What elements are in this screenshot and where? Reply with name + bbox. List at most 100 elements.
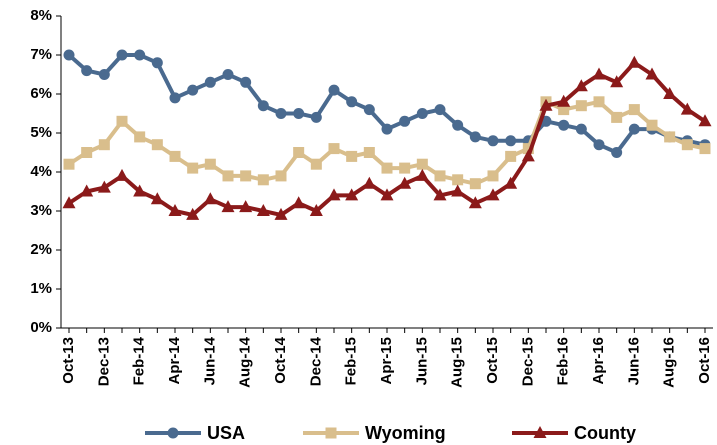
data-point — [627, 55, 641, 68]
data-point — [150, 192, 164, 205]
data-point — [221, 200, 235, 213]
data-point — [522, 143, 534, 155]
x-tick-label: Jun-14 — [201, 336, 218, 385]
data-point — [97, 180, 111, 193]
data-point — [399, 162, 411, 174]
data-point — [539, 98, 553, 111]
data-point — [204, 158, 216, 170]
data-point — [434, 170, 446, 182]
x-tick-label: Aug-16 — [661, 337, 678, 388]
data-point — [169, 92, 181, 104]
data-point — [257, 174, 269, 186]
data-point — [310, 111, 322, 123]
data-point — [203, 192, 217, 205]
data-point — [115, 168, 129, 181]
data-point — [575, 123, 587, 135]
data-point — [592, 67, 606, 80]
data-point — [169, 150, 181, 162]
legend-marker — [325, 427, 337, 439]
data-point — [610, 75, 624, 88]
x-tick-label: Apr-15 — [378, 337, 395, 385]
data-point — [575, 100, 587, 112]
y-tick-label: 0% — [30, 319, 52, 336]
data-point — [487, 170, 499, 182]
data-point — [222, 170, 234, 182]
legend-marker — [167, 427, 179, 439]
x-tick-label: Jun-15 — [413, 337, 430, 385]
data-point — [187, 84, 199, 96]
data-point — [328, 84, 340, 96]
data-point — [63, 49, 75, 61]
data-point — [274, 207, 288, 220]
data-point — [504, 176, 518, 189]
data-point — [698, 114, 712, 127]
data-point — [98, 139, 110, 151]
y-tick-label: 2% — [30, 241, 52, 258]
data-point — [346, 96, 358, 108]
data-point — [469, 131, 481, 143]
data-point — [257, 100, 269, 112]
data-point — [81, 147, 93, 158]
x-tick-label: Apr-16 — [590, 337, 607, 385]
data-point — [452, 119, 464, 131]
data-point — [134, 131, 146, 143]
data-point — [151, 139, 163, 151]
data-point — [416, 158, 428, 170]
data-point — [416, 108, 428, 119]
data-point — [116, 115, 128, 127]
x-tick-label: Oct-14 — [272, 336, 289, 383]
x-tick-label: Feb-15 — [343, 337, 360, 385]
data-point — [680, 102, 694, 115]
x-tick-label: Dec-15 — [519, 337, 536, 386]
series-line — [67, 53, 706, 155]
data-point — [168, 204, 182, 216]
y-tick-label: 4% — [30, 163, 52, 180]
data-point — [398, 176, 412, 189]
data-point — [80, 184, 94, 197]
data-point — [611, 147, 623, 158]
data-point — [62, 196, 76, 209]
data-point — [81, 65, 93, 77]
data-point — [505, 135, 517, 147]
data-point — [328, 143, 340, 155]
y-tick-label: 1% — [30, 280, 52, 297]
data-point — [646, 119, 658, 131]
x-tick-label: Oct-15 — [484, 337, 501, 384]
data-point — [521, 149, 535, 162]
data-point — [275, 170, 287, 182]
legend-marker — [533, 426, 547, 438]
data-point — [133, 184, 147, 197]
data-point — [239, 200, 253, 213]
data-point — [151, 57, 163, 69]
x-tick-label: Aug-15 — [449, 337, 466, 388]
x-tick-label: Aug-14 — [237, 336, 254, 387]
data-point — [310, 158, 322, 170]
y-tick-label: 5% — [30, 124, 52, 141]
data-point — [433, 188, 447, 201]
data-point — [293, 108, 305, 119]
legend-label: Wyoming — [365, 423, 446, 443]
data-point — [186, 207, 200, 220]
y-tick-label: 6% — [30, 85, 52, 102]
x-tick-label: Dec-14 — [307, 336, 324, 386]
data-point — [116, 49, 128, 61]
data-point — [468, 196, 482, 209]
data-point — [292, 196, 306, 209]
data-point — [187, 162, 199, 174]
data-point — [505, 150, 517, 162]
data-point — [256, 204, 270, 216]
data-point — [380, 188, 394, 201]
data-point — [681, 139, 693, 151]
legend-label: USA — [207, 423, 245, 443]
y-tick-label: 8% — [30, 7, 52, 24]
data-point — [346, 150, 358, 162]
data-point — [345, 188, 359, 201]
x-tick-label: Apr-14 — [166, 336, 183, 384]
data-point — [134, 49, 146, 61]
data-point — [663, 87, 677, 99]
data-point — [98, 69, 110, 80]
x-tick-label: Feb-16 — [555, 337, 572, 385]
x-tick-label: Oct-13 — [60, 337, 77, 384]
data-point — [558, 119, 570, 131]
